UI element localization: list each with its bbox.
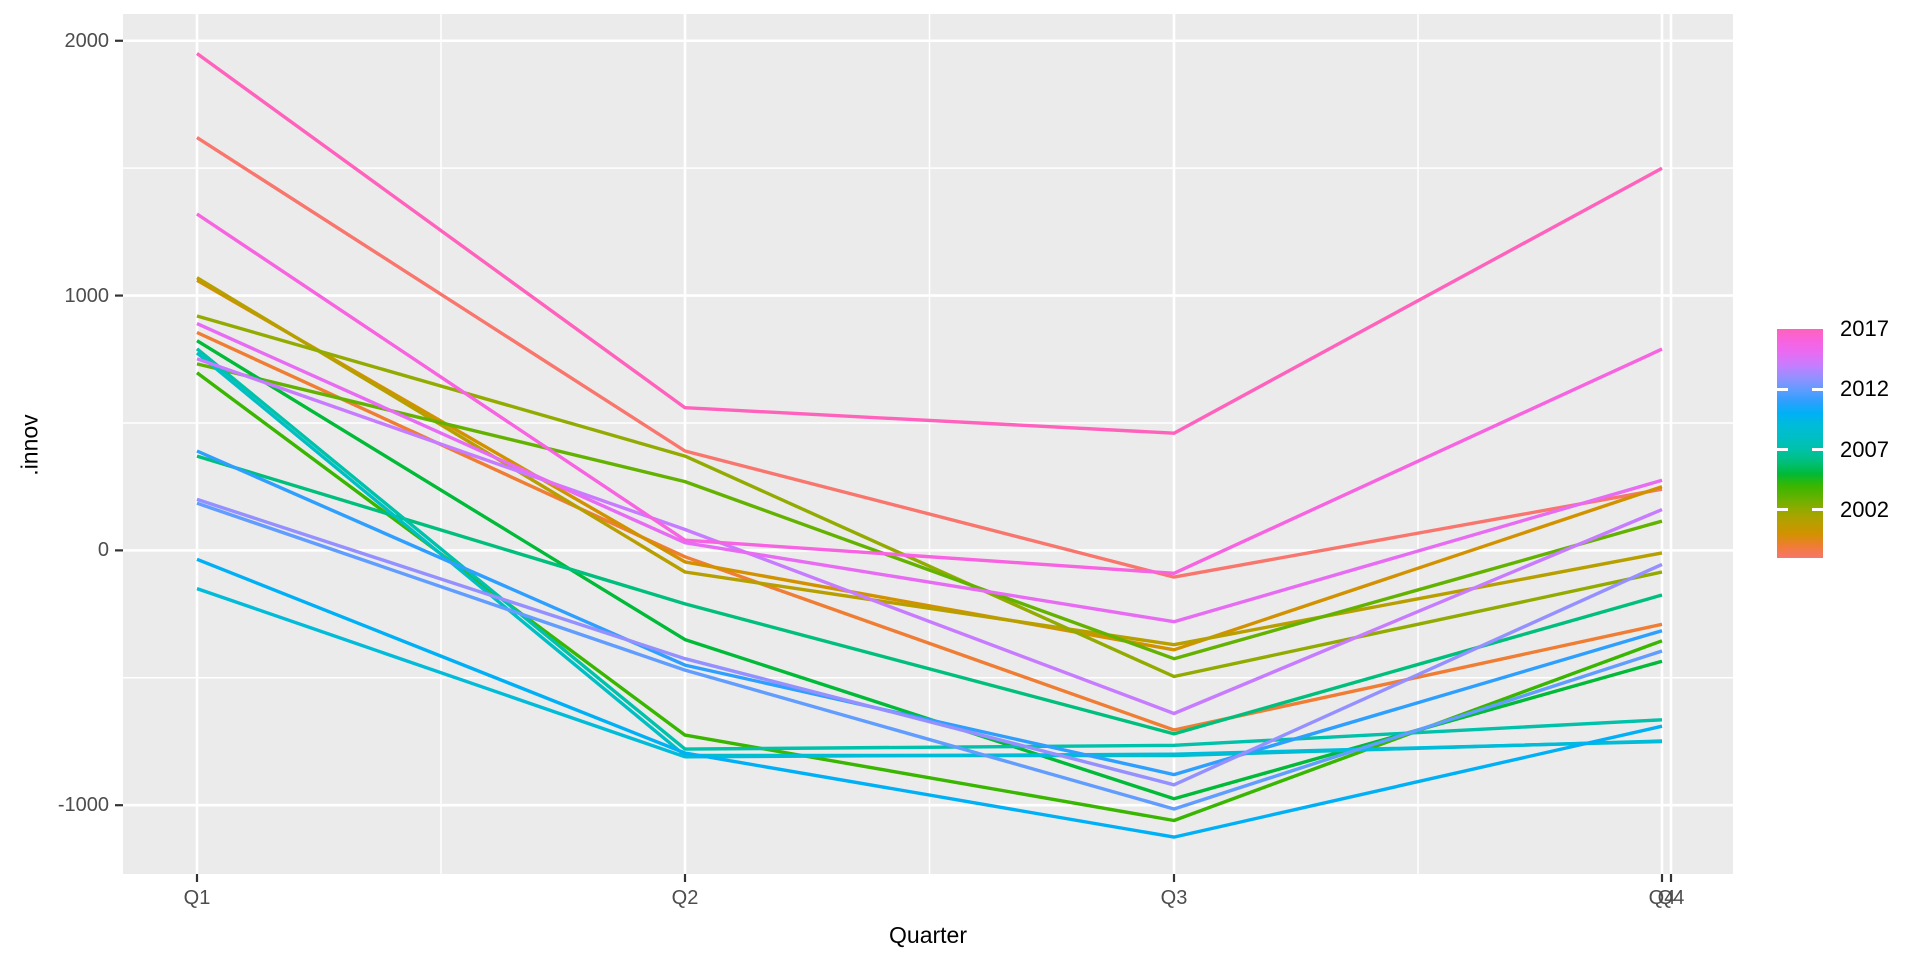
legend-colorbar (1777, 329, 1823, 558)
legend-tick-mark (1777, 448, 1788, 452)
legend-label-2017: 2017 (1840, 316, 1889, 341)
series-line-2014 (196, 357, 1663, 716)
series-line-1998 (196, 136, 1663, 579)
legend-label-2012: 2012 (1840, 376, 1889, 402)
x-tick-label: Q1 (183, 887, 211, 909)
x-tick-label: Q3 (1160, 887, 1188, 909)
legend-tick-mark (1777, 387, 1788, 391)
series-line-2003 (196, 362, 1663, 661)
series-line-2007 (195, 347, 1663, 751)
y-tick-label: 0 (97, 539, 109, 562)
x-tick-label: Q4 (1657, 887, 1685, 909)
series-line-2010 (196, 557, 1663, 839)
x-tick-label: Q4 (1648, 887, 1676, 909)
series-line-2017 (196, 52, 1663, 435)
x-axis-title: Quarter (889, 922, 967, 948)
series-line-2013 (196, 497, 1663, 787)
legend-label-2007: 2007 (1840, 436, 1889, 462)
series-line-2012 (196, 501, 1663, 811)
y-axis-title: .innov (16, 414, 43, 476)
series-line-2015 (196, 322, 1663, 624)
series-line-2009 (196, 586, 1663, 759)
y-tick-label: 2000 (64, 29, 110, 52)
legend-label-2002: 2002 (1840, 496, 1889, 522)
series-line-2002 (196, 314, 1663, 679)
y-tick-label: 1000 (64, 284, 110, 307)
legend-tick-mark (1812, 387, 1823, 391)
y-tick-label: -1000 (57, 794, 109, 817)
series-line-2016 (196, 212, 1663, 575)
series-line-2006 (196, 454, 1663, 736)
series-line-2001 (196, 276, 1663, 647)
legend-tick-mark (1777, 508, 1788, 512)
x-tick-label: Q2 (671, 887, 699, 909)
series-line-2011 (196, 449, 1663, 777)
legend-tick-mark (1812, 448, 1823, 452)
legend-tick-mark (1812, 508, 1823, 512)
